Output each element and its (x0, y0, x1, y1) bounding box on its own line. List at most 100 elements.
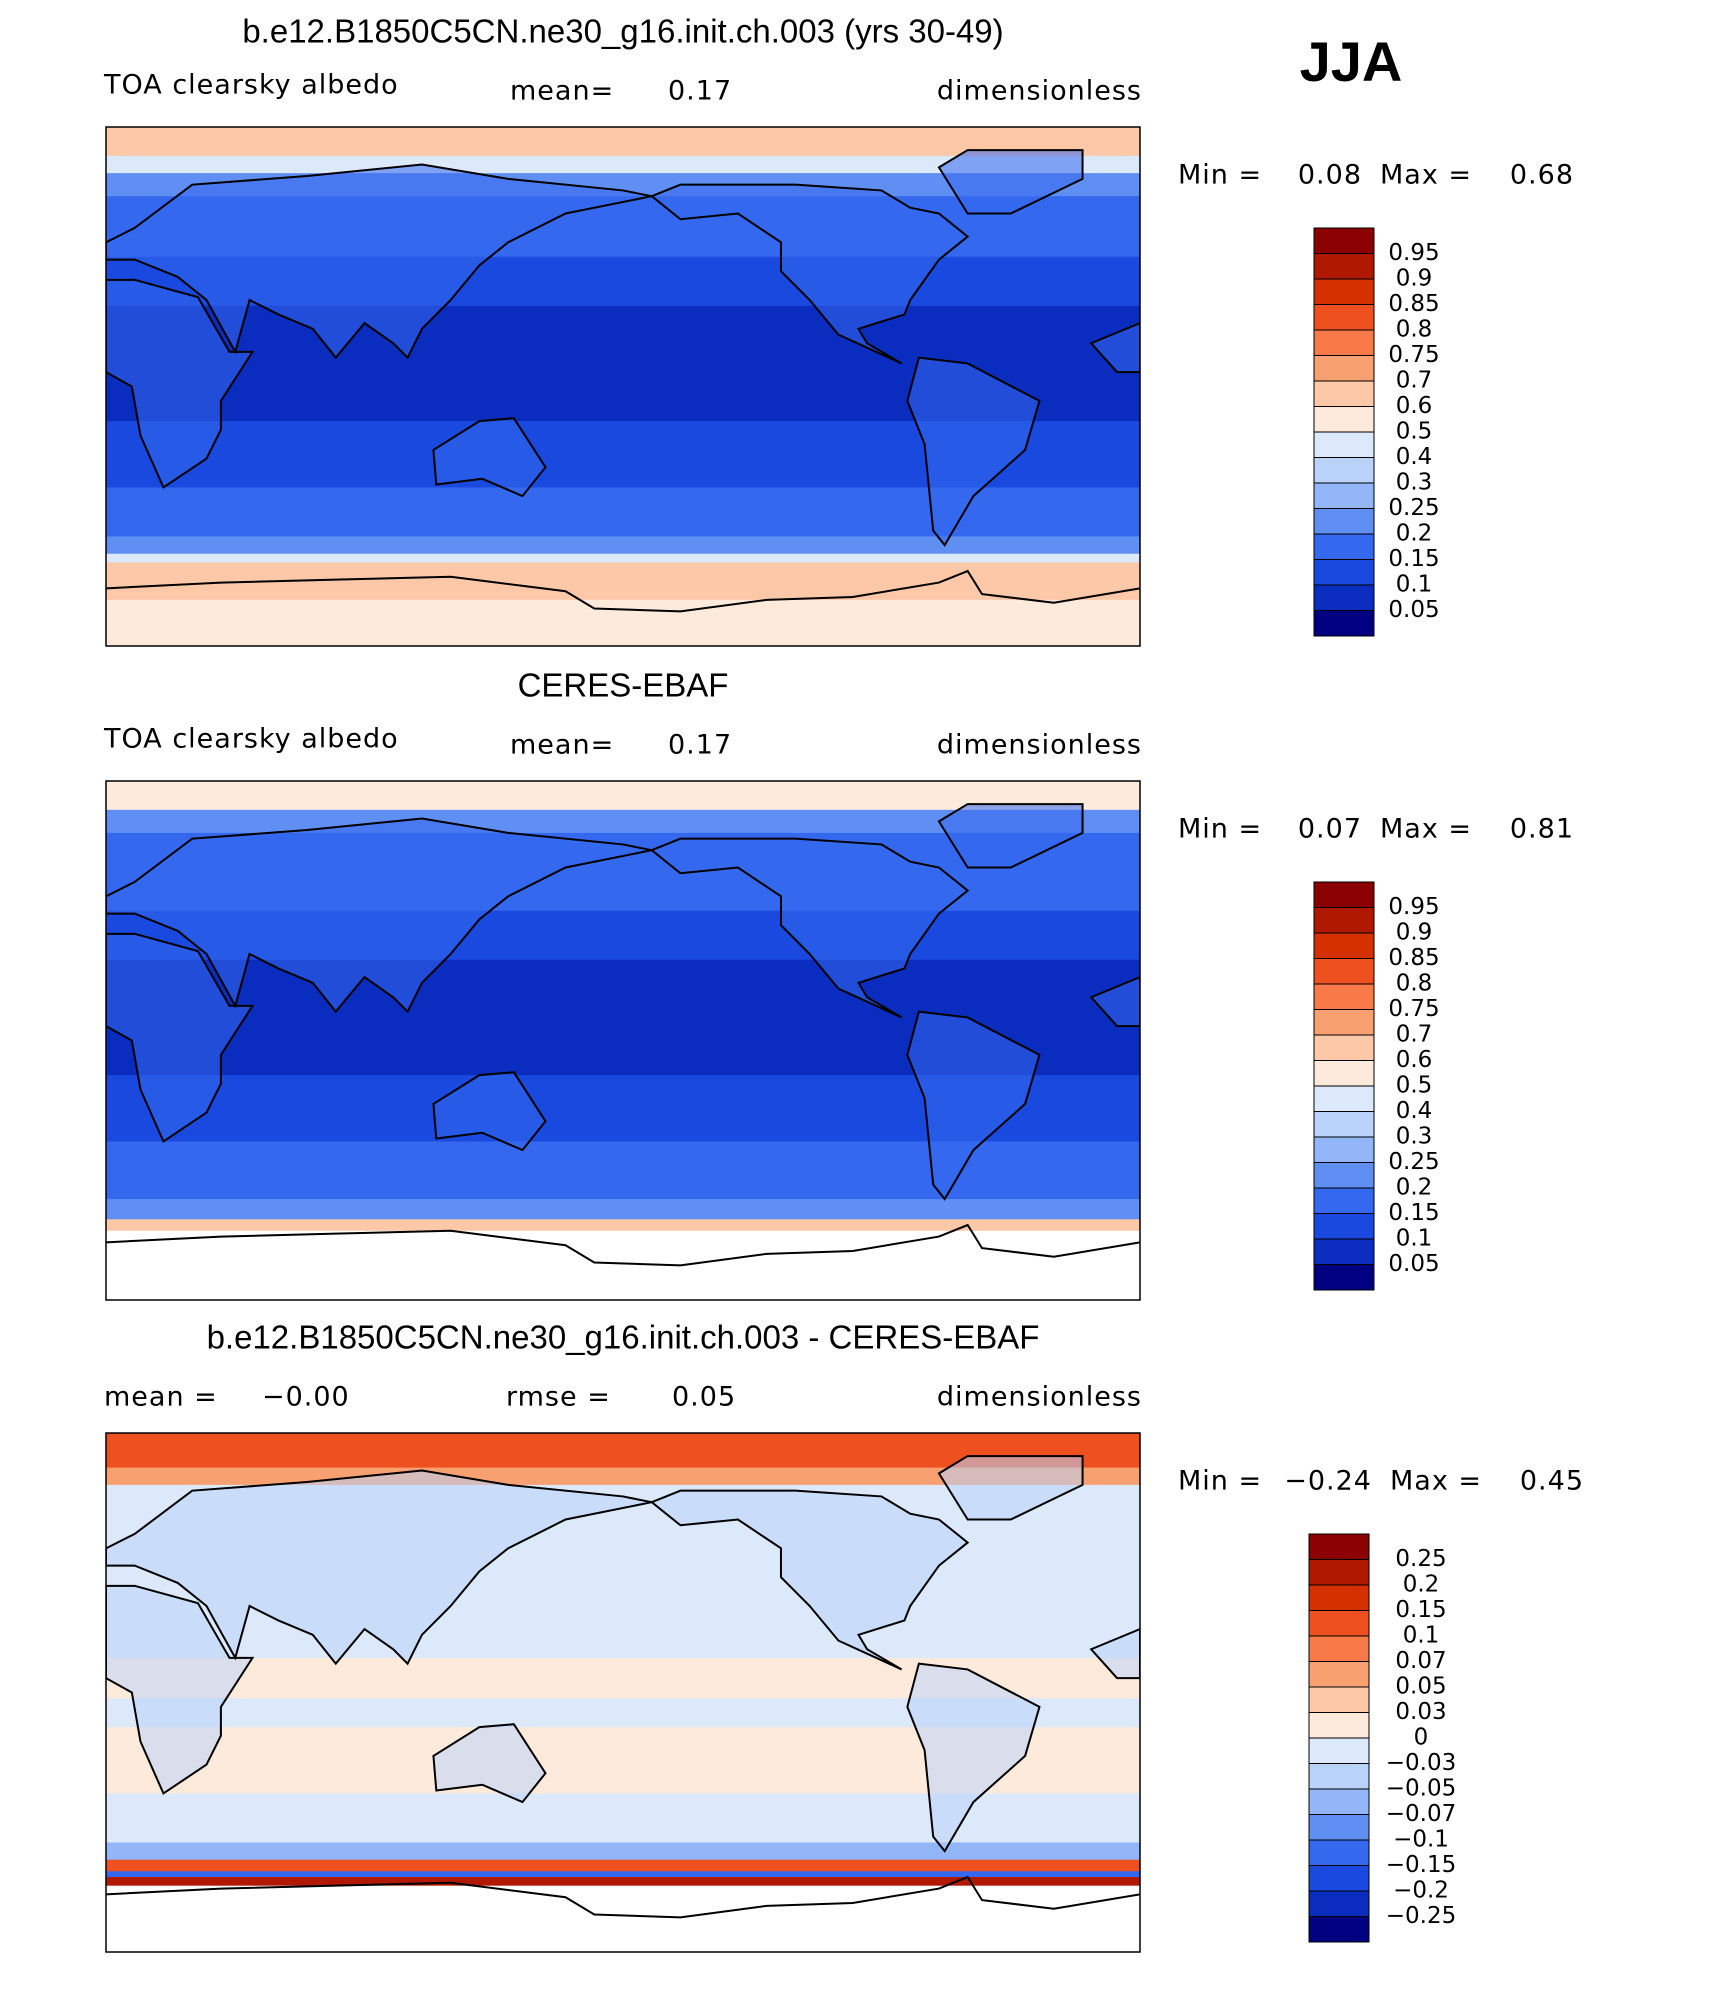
colorbar-label: 0.6 (1396, 393, 1433, 419)
coastline (106, 1584, 255, 1795)
season-label: JJA (1300, 30, 1403, 93)
colorbar-label: 0.95 (1388, 240, 1439, 266)
colorbar-box (1313, 253, 1375, 280)
coastline (649, 183, 970, 365)
colorbar-label: 0.8 (1396, 971, 1433, 997)
colorbar-box (1308, 1584, 1370, 1611)
stat-value: 0.17 (668, 76, 732, 107)
colorbar-label: 0.1 (1396, 572, 1433, 598)
colorbar-label: 0.15 (1388, 1200, 1439, 1226)
colorbar-box (1308, 1814, 1370, 1841)
colorbar-box (1308, 1635, 1370, 1662)
map-band (106, 1141, 1140, 1200)
colorbar-box (1313, 482, 1375, 509)
colorbar-label: −0.15 (1386, 1852, 1456, 1878)
colorbar-box (1308, 1763, 1370, 1790)
colorbar-box (1313, 431, 1375, 458)
colorbar-label: 0.75 (1388, 342, 1439, 368)
colorbar-label: 0.85 (1388, 291, 1439, 317)
min-value: −0.24 (1284, 1466, 1372, 1497)
colorbar-label: 0.9 (1396, 920, 1433, 946)
coastline (432, 417, 547, 498)
coastline (432, 1723, 547, 1804)
coastline (106, 1875, 1140, 1919)
coastline (649, 837, 970, 1019)
colorbar-box (1313, 533, 1375, 560)
map-frame (105, 780, 1141, 1301)
colorbar-label: 0.7 (1396, 368, 1433, 394)
colorbar-box (1308, 1610, 1370, 1637)
coastline (106, 163, 652, 360)
map-band (106, 1230, 1140, 1300)
colorbar-label: 0.2 (1403, 1572, 1440, 1598)
colorbar-box (1313, 304, 1375, 331)
variable-label: TOA clearsky albedo (103, 70, 399, 101)
colorbar-label: −0.2 (1393, 1878, 1449, 1904)
colorbar-box (1308, 1788, 1370, 1815)
coastline (106, 278, 255, 489)
colorbar-box (1313, 406, 1375, 433)
coastline (106, 1469, 652, 1666)
map-band (106, 1871, 1140, 1878)
colorbar-label: 0.5 (1396, 1073, 1433, 1099)
colorbar-box (1313, 329, 1375, 356)
colorbar-label: 0.15 (1395, 1597, 1446, 1623)
map-band (106, 553, 1140, 563)
stat-label: mean = (104, 1382, 218, 1413)
coastline (1089, 975, 1140, 1028)
min-label: Min = (1178, 160, 1262, 191)
colorbar-box (1313, 1162, 1375, 1189)
colorbar-box (1313, 983, 1375, 1010)
colorbar-box (1313, 881, 1375, 908)
map-band (106, 487, 1140, 537)
coastline (432, 1071, 547, 1152)
colorbar-label: −0.1 (1393, 1827, 1449, 1853)
map-band (106, 1885, 1140, 1952)
units-label: dimensionless (937, 1382, 1142, 1413)
colorbar-box (1308, 1737, 1370, 1764)
colorbar-box (1313, 1085, 1375, 1112)
coastline (106, 569, 1140, 613)
map-frame (105, 1432, 1141, 1953)
map-band (106, 599, 1140, 646)
coastline (937, 149, 1084, 215)
max-label: Max = (1390, 1466, 1482, 1497)
min-label: Min = (1178, 814, 1262, 845)
colorbar-box (1313, 457, 1375, 484)
colorbar-label: 0.75 (1388, 996, 1439, 1022)
max-label: Max = (1380, 160, 1472, 191)
max-value: 0.68 (1510, 160, 1574, 191)
map-fill (106, 127, 1140, 646)
colorbar-box (1313, 907, 1375, 934)
units-label: dimensionless (937, 76, 1142, 107)
colorbar-box (1308, 1533, 1370, 1560)
min-label: Min = (1178, 1466, 1262, 1497)
panel-title: CERES-EBAF (518, 667, 729, 704)
colorbar-box (1313, 958, 1375, 985)
map-fill (106, 1433, 1140, 1952)
coastline (1089, 1627, 1140, 1680)
panel-title: b.e12.B1850C5CN.ne30_g16.init.ch.003 - C… (207, 1319, 1040, 1356)
coastline (906, 1662, 1041, 1853)
colorbar-box (1308, 1661, 1370, 1688)
stat-value: −0.00 (262, 1382, 350, 1413)
coastline (106, 932, 255, 1143)
colorbar-box (1313, 1187, 1375, 1214)
colorbar-label: 0.15 (1388, 546, 1439, 572)
colorbar-box (1308, 1559, 1370, 1586)
coastline (106, 1223, 1140, 1267)
colorbar-label: 0.9 (1396, 266, 1433, 292)
stat-label: mean= (510, 730, 614, 761)
coastline (106, 817, 652, 1014)
colorbar-label: 0.1 (1403, 1623, 1440, 1649)
colorbar-box (1308, 1916, 1370, 1943)
colorbar-box (1308, 1890, 1370, 1917)
variable-label: TOA clearsky albedo (103, 724, 399, 755)
colorbar-box (1313, 1136, 1375, 1163)
colorbar-box (1313, 932, 1375, 959)
colorbar-box (1313, 1060, 1375, 1087)
colorbar-label: 0.7 (1396, 1022, 1433, 1048)
map-band (106, 1793, 1140, 1843)
map-band (106, 155, 1140, 174)
colorbar-box (1313, 610, 1375, 637)
